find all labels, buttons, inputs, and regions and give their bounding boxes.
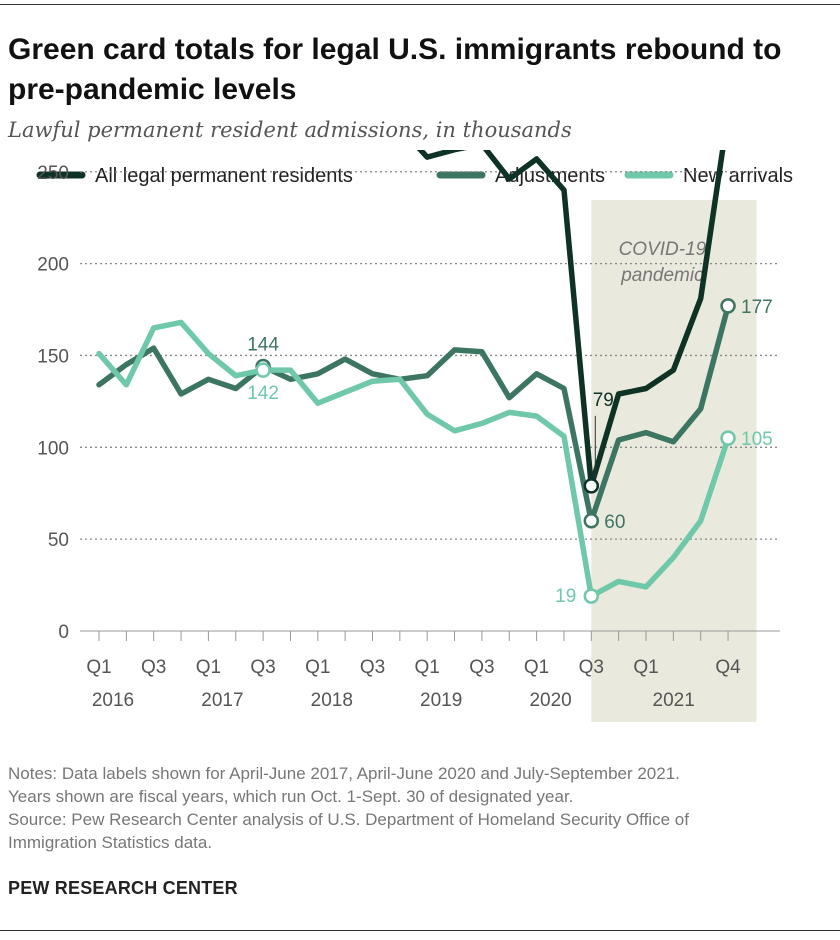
y-tick-label: 250 bbox=[37, 163, 69, 184]
notes: Notes: Data labels shown for April-June … bbox=[8, 762, 836, 854]
x-quarter-label: Q1 bbox=[86, 657, 111, 678]
y-tick-label: 150 bbox=[37, 346, 69, 367]
source-line: Immigration Statistics data. bbox=[8, 833, 213, 852]
data-point bbox=[583, 588, 600, 604]
data-label: 144 bbox=[247, 334, 279, 355]
chart-title: Green card totals for legal U.S. immigra… bbox=[8, 33, 782, 106]
y-tick-label: 100 bbox=[37, 438, 69, 459]
gridlines bbox=[80, 171, 780, 632]
covid-shade: COVID-19 pandemic bbox=[591, 200, 757, 722]
x-quarter-label: Q3 bbox=[469, 657, 494, 678]
line-chart: All legal permanent residents Adjustments… bbox=[36, 150, 793, 722]
data-label: 142 bbox=[247, 383, 279, 404]
covid-label: pandemic bbox=[620, 265, 704, 286]
y-tick-label: 0 bbox=[58, 622, 69, 643]
series-line bbox=[416, 150, 726, 489]
data-label: 79 bbox=[593, 390, 614, 411]
x-axis: Q1 Q3 Q1 Q3 Q1 Q3 Q1 Q3 Q1 Q3 Q1 Q4 2016 2017 2018 2019… bbox=[86, 631, 741, 711]
data-label: 177 bbox=[741, 297, 773, 318]
top-rule bbox=[0, 4, 840, 5]
y-tick-label: 50 bbox=[48, 530, 69, 551]
x-year-label: 2018 bbox=[311, 690, 353, 711]
x-quarter-label: Q3 bbox=[360, 657, 385, 678]
y-tick-label: 200 bbox=[37, 255, 69, 276]
series-line bbox=[96, 319, 731, 599]
data-label: 105 bbox=[741, 429, 773, 450]
data-labels: 286144142796019282177105 bbox=[247, 297, 773, 607]
note-line: Years shown are fiscal years, which run … bbox=[8, 787, 574, 806]
data-point bbox=[255, 362, 271, 378]
x-year-label: 2016 bbox=[92, 690, 134, 711]
x-quarter-label: Q3 bbox=[250, 657, 275, 678]
chart-subtitle: Lawful permanent resident admissions, in… bbox=[8, 118, 572, 142]
x-quarter-label: Q4 bbox=[715, 657, 741, 678]
legend-label: All legal permanent residents bbox=[95, 165, 353, 187]
source-line: Source: Pew Research Center analysis of … bbox=[8, 810, 689, 829]
brand-label: PEW RESEARCH CENTER bbox=[8, 878, 238, 898]
legend-label: New arrivals bbox=[683, 165, 793, 187]
data-label: 60 bbox=[604, 512, 625, 533]
x-quarter-label: Q1 bbox=[633, 657, 658, 678]
data-point bbox=[720, 298, 736, 314]
x-quarter-label: Q1 bbox=[524, 657, 549, 678]
x-quarter-label: Q1 bbox=[305, 657, 330, 678]
x-year-label: 2019 bbox=[420, 690, 462, 711]
bottom-rule bbox=[0, 930, 840, 931]
data-label: 19 bbox=[555, 586, 576, 607]
x-quarter-label: Q1 bbox=[196, 657, 221, 678]
x-quarter-label: Q3 bbox=[579, 657, 604, 678]
highlight-points bbox=[255, 298, 736, 604]
series-line bbox=[96, 303, 731, 524]
data-point bbox=[720, 430, 736, 446]
y-axis: 050100150200250300350K bbox=[37, 163, 69, 643]
x-quarter-label: Q1 bbox=[415, 657, 440, 678]
series-lines bbox=[96, 150, 731, 599]
x-quarter-label: Q3 bbox=[141, 657, 166, 678]
data-point bbox=[583, 478, 600, 494]
legend: All legal permanent residents Adjustments… bbox=[36, 165, 793, 187]
x-year-label: 2021 bbox=[653, 690, 695, 711]
data-point bbox=[583, 513, 600, 529]
note-line: Notes: Data labels shown for April-June … bbox=[8, 764, 680, 783]
x-year-label: 2020 bbox=[529, 690, 571, 711]
x-year-label: 2017 bbox=[201, 690, 243, 711]
covid-label: COVID-19 bbox=[619, 239, 707, 260]
